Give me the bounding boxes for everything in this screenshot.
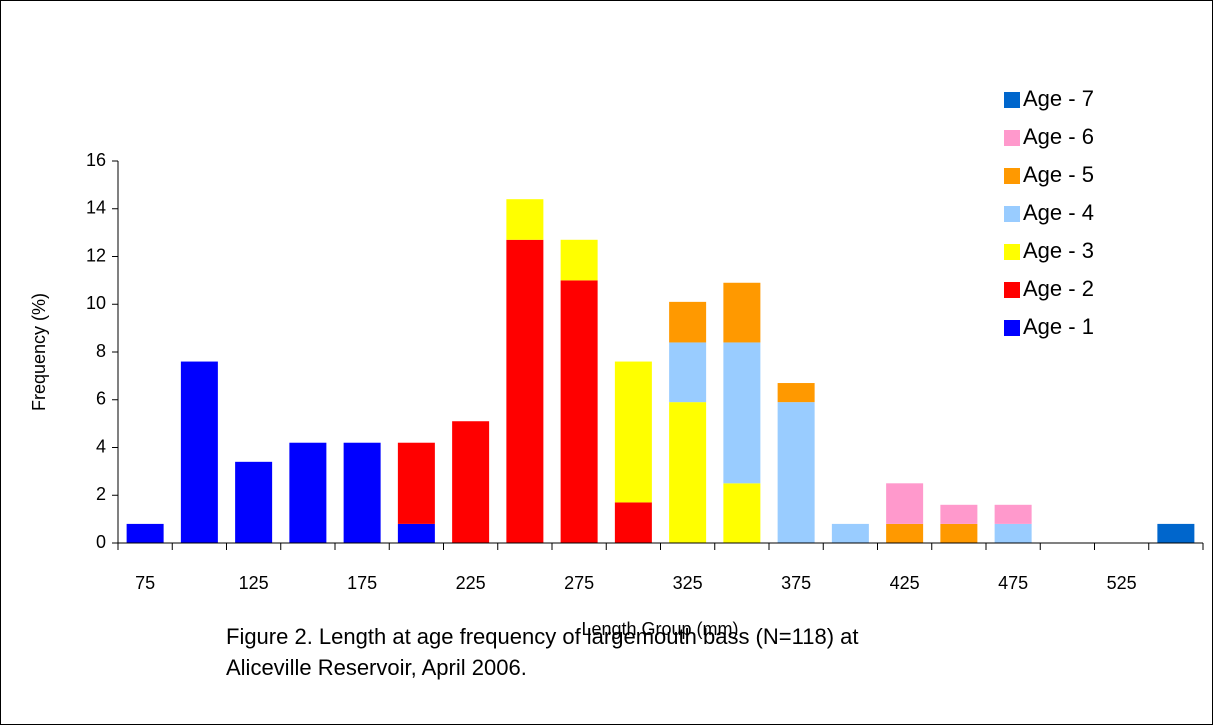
x-axis-label: Length Group (mm) — [581, 619, 738, 639]
bar-segment — [994, 504, 1032, 524]
bar-segment — [669, 342, 707, 403]
x-tick-label: 175 — [347, 573, 377, 593]
bar-segment — [452, 421, 490, 543]
bar-segment — [560, 280, 598, 543]
legend-swatch — [1004, 92, 1020, 108]
x-tick-label: 225 — [456, 573, 486, 593]
bar-segment — [560, 239, 598, 281]
y-axis-label: Frequency (%) — [29, 293, 49, 411]
bar-segment — [1157, 523, 1195, 543]
legend-label: Age - 7 — [1023, 86, 1094, 111]
legend-swatch — [1004, 168, 1020, 184]
bar-segment — [940, 504, 978, 524]
caption: Figure 2. Length at age frequency of lar… — [226, 624, 858, 649]
legend-swatch — [1004, 206, 1020, 222]
x-tick-label: 425 — [890, 573, 920, 593]
bar-segment — [886, 523, 924, 543]
legend-swatch — [1004, 320, 1020, 336]
legend-swatch — [1004, 244, 1020, 260]
bar-segment — [614, 361, 652, 503]
bar-segment — [289, 442, 327, 543]
bar-segment — [126, 523, 164, 543]
bar-segment — [777, 402, 815, 543]
x-tick-label: 475 — [998, 573, 1028, 593]
bar-segment — [723, 483, 761, 543]
bar-segment — [343, 442, 381, 543]
bar-segment — [506, 199, 544, 240]
caption: Aliceville Reservoir, April 2006. — [226, 655, 527, 680]
bar-segment — [831, 523, 869, 543]
legend-label: Age - 2 — [1023, 276, 1094, 301]
bar-segment — [397, 523, 435, 543]
bar-segment — [669, 402, 707, 543]
legend-swatch — [1004, 130, 1020, 146]
legend-label: Age - 1 — [1023, 314, 1094, 339]
legend-label: Age - 3 — [1023, 238, 1094, 263]
legend-label: Age - 5 — [1023, 162, 1094, 187]
y-tick-label: 10 — [86, 293, 106, 313]
bar-segment — [235, 461, 273, 543]
x-tick-label: 75 — [135, 573, 155, 593]
bar-segment — [723, 342, 761, 484]
y-tick-label: 4 — [96, 436, 106, 456]
bar-segment — [180, 361, 218, 543]
bar-segment — [614, 502, 652, 543]
legend-label: Age - 6 — [1023, 124, 1094, 149]
bar-segment — [506, 239, 544, 543]
x-tick-label: 125 — [239, 573, 269, 593]
bar-segment — [886, 483, 924, 524]
x-tick-label: 525 — [1107, 573, 1137, 593]
legend-label: Age - 4 — [1023, 200, 1094, 225]
bar-segment — [994, 523, 1032, 543]
y-tick-label: 6 — [96, 389, 106, 409]
y-tick-label: 14 — [86, 198, 106, 218]
bar-segment — [940, 523, 978, 543]
y-tick-label: 12 — [86, 245, 106, 265]
x-tick-label: 375 — [781, 573, 811, 593]
bar-segment — [397, 442, 435, 524]
bar-segment — [669, 301, 707, 343]
x-tick-label: 325 — [673, 573, 703, 593]
y-tick-label: 16 — [86, 150, 106, 170]
y-tick-label: 8 — [96, 341, 106, 361]
legend-swatch — [1004, 282, 1020, 298]
y-tick-label: 0 — [96, 532, 106, 552]
bar-segment — [723, 282, 761, 343]
bar-segment — [777, 383, 815, 403]
y-tick-label: 2 — [96, 484, 106, 504]
x-tick-label: 275 — [564, 573, 594, 593]
